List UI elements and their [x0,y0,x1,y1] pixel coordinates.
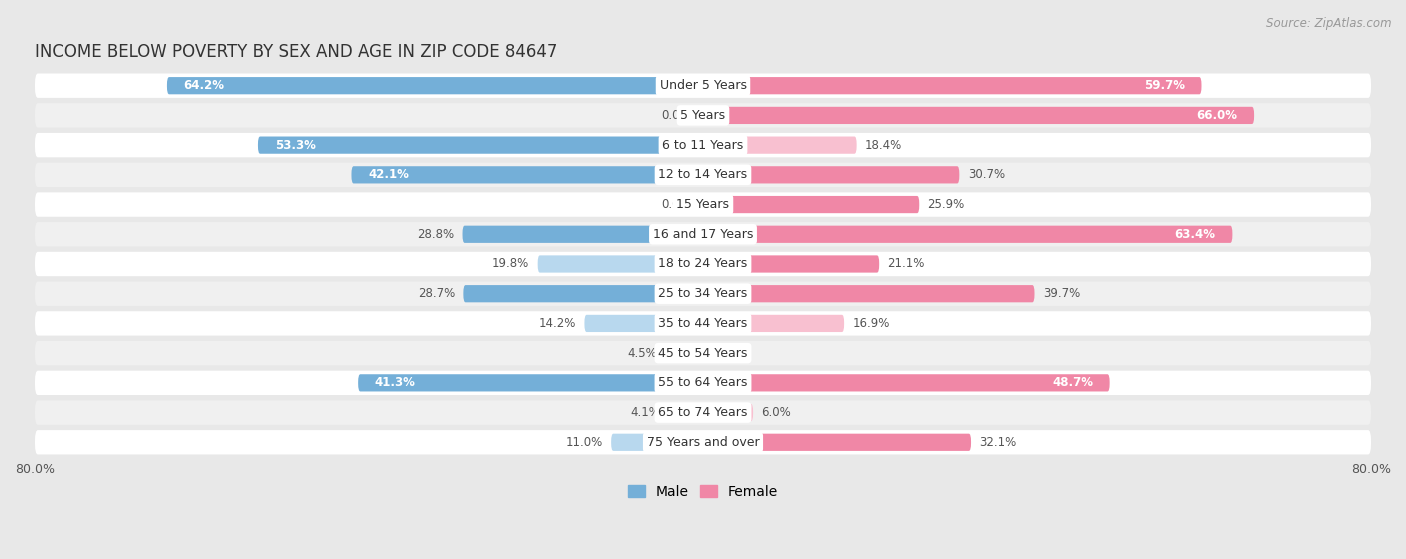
Text: 63.4%: 63.4% [1174,228,1216,241]
Text: 35 to 44 Years: 35 to 44 Years [658,317,748,330]
Text: Source: ZipAtlas.com: Source: ZipAtlas.com [1267,17,1392,30]
Text: 42.1%: 42.1% [368,168,409,181]
FancyBboxPatch shape [669,404,703,421]
FancyBboxPatch shape [35,371,1371,395]
Text: 55 to 64 Years: 55 to 64 Years [658,376,748,390]
FancyBboxPatch shape [35,282,1371,306]
Text: 19.8%: 19.8% [492,258,529,271]
Text: Under 5 Years: Under 5 Years [659,79,747,92]
FancyBboxPatch shape [35,222,1371,247]
FancyBboxPatch shape [703,404,754,421]
FancyBboxPatch shape [585,315,703,332]
Text: 25 to 34 Years: 25 to 34 Years [658,287,748,300]
Text: 6.0%: 6.0% [762,406,792,419]
FancyBboxPatch shape [35,74,1371,98]
Text: 66.0%: 66.0% [1197,109,1237,122]
FancyBboxPatch shape [537,255,703,273]
FancyBboxPatch shape [35,252,1371,276]
Text: 65 to 74 Years: 65 to 74 Years [658,406,748,419]
FancyBboxPatch shape [35,311,1371,335]
FancyBboxPatch shape [703,166,959,183]
FancyBboxPatch shape [35,192,1371,217]
FancyBboxPatch shape [35,341,1371,366]
Legend: Male, Female: Male, Female [623,479,783,504]
Text: 25.9%: 25.9% [928,198,965,211]
Text: 0.0%: 0.0% [661,109,690,122]
FancyBboxPatch shape [703,136,856,154]
Text: INCOME BELOW POVERTY BY SEX AND AGE IN ZIP CODE 84647: INCOME BELOW POVERTY BY SEX AND AGE IN Z… [35,43,557,61]
Text: 18 to 24 Years: 18 to 24 Years [658,258,748,271]
FancyBboxPatch shape [703,196,920,213]
Text: 28.8%: 28.8% [418,228,454,241]
Text: 6 to 11 Years: 6 to 11 Years [662,139,744,151]
FancyBboxPatch shape [35,163,1371,187]
Text: 12 to 14 Years: 12 to 14 Years [658,168,748,181]
FancyBboxPatch shape [35,430,1371,454]
Text: 53.3%: 53.3% [274,139,315,151]
Text: 11.0%: 11.0% [565,436,603,449]
Text: 45 to 54 Years: 45 to 54 Years [658,347,748,359]
Text: 48.7%: 48.7% [1052,376,1092,390]
FancyBboxPatch shape [35,103,1371,127]
Text: 16.9%: 16.9% [852,317,890,330]
FancyBboxPatch shape [703,434,972,451]
FancyBboxPatch shape [703,107,1254,124]
Text: 4.1%: 4.1% [630,406,661,419]
FancyBboxPatch shape [35,133,1371,157]
Text: 75 Years and over: 75 Years and over [647,436,759,449]
FancyBboxPatch shape [703,77,1202,94]
FancyBboxPatch shape [612,434,703,451]
Text: 5 Years: 5 Years [681,109,725,122]
FancyBboxPatch shape [703,255,879,273]
Text: 14.2%: 14.2% [538,317,576,330]
FancyBboxPatch shape [703,315,844,332]
Text: 4.5%: 4.5% [627,347,657,359]
FancyBboxPatch shape [703,374,1109,391]
Text: 41.3%: 41.3% [375,376,416,390]
FancyBboxPatch shape [167,77,703,94]
Text: 0.0%: 0.0% [661,198,690,211]
Text: 30.7%: 30.7% [967,168,1005,181]
FancyBboxPatch shape [665,344,703,362]
FancyBboxPatch shape [35,400,1371,425]
Text: 16 and 17 Years: 16 and 17 Years [652,228,754,241]
Text: 39.7%: 39.7% [1043,287,1080,300]
FancyBboxPatch shape [463,226,703,243]
Text: 32.1%: 32.1% [980,436,1017,449]
FancyBboxPatch shape [703,285,1035,302]
Text: 28.7%: 28.7% [418,287,456,300]
FancyBboxPatch shape [464,285,703,302]
Text: 64.2%: 64.2% [184,79,225,92]
FancyBboxPatch shape [359,374,703,391]
FancyBboxPatch shape [257,136,703,154]
FancyBboxPatch shape [703,226,1233,243]
Text: 21.1%: 21.1% [887,258,925,271]
Text: 18.4%: 18.4% [865,139,903,151]
Text: 0.0%: 0.0% [716,347,745,359]
FancyBboxPatch shape [352,166,703,183]
Text: 59.7%: 59.7% [1144,79,1185,92]
Text: 15 Years: 15 Years [676,198,730,211]
